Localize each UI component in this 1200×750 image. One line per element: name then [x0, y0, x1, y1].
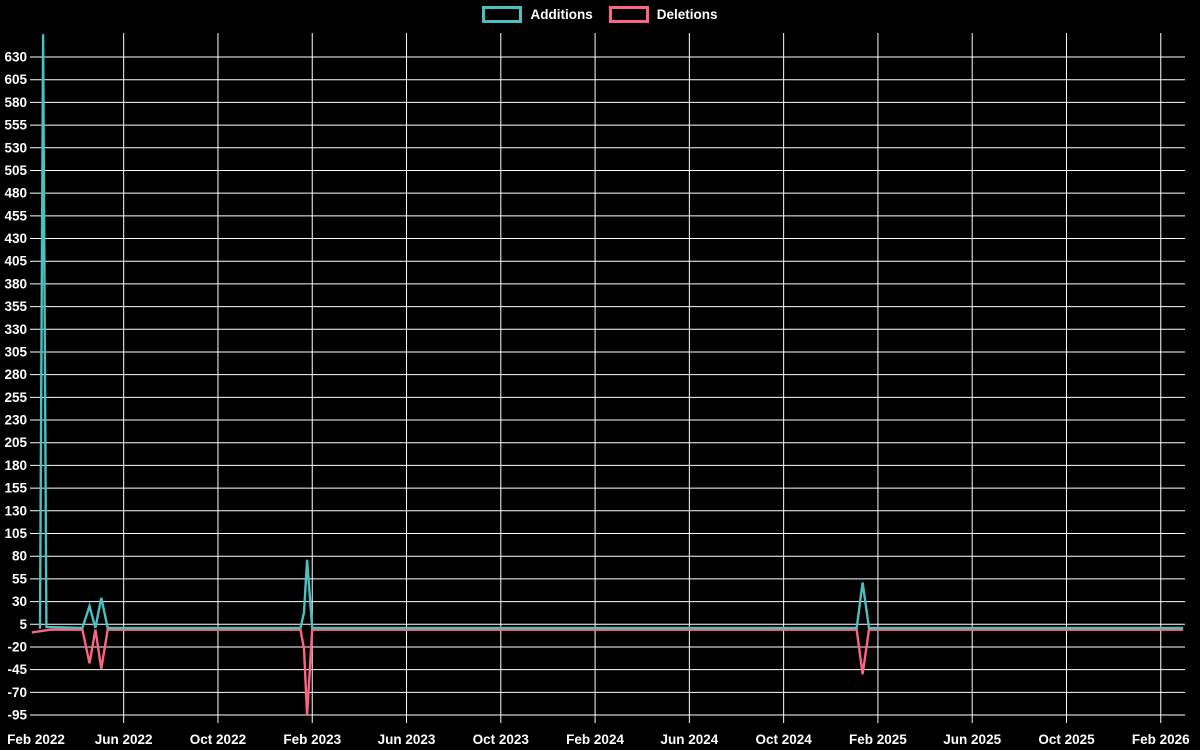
additions-line	[38, 34, 1184, 630]
y-axis-tick-label: 55	[12, 571, 28, 586]
x-axis-tick-label: Jun 2024	[660, 732, 718, 747]
y-axis-tick-label: -45	[7, 662, 27, 677]
y-axis-tick-label: 255	[4, 390, 27, 405]
x-axis-tick-label: Oct 2024	[755, 732, 812, 747]
y-axis-tick-label: -20	[7, 639, 27, 654]
additions-legend-swatch	[482, 6, 523, 23]
y-axis-tick-label: 180	[4, 458, 27, 473]
x-axis-tick-label: Oct 2022	[190, 732, 246, 747]
y-axis-tick-label: 80	[12, 549, 27, 564]
x-axis-tick-label: Feb 2023	[283, 732, 341, 747]
x-axis-tick-label: Feb 2024	[566, 732, 624, 747]
y-axis-tick-label: 480	[4, 186, 27, 201]
y-axis-tick-label: 405	[4, 254, 27, 269]
y-axis-tick-label: 430	[4, 231, 27, 246]
x-axis-tick-label: Feb 2025	[849, 732, 907, 747]
y-axis-tick-label: 305	[4, 344, 27, 359]
y-axis-tick-label: 130	[4, 503, 27, 518]
y-axis-tick-label: -70	[7, 685, 27, 700]
y-axis-tick-label: 630	[4, 50, 27, 65]
x-axis-tick-label: Jun 2025	[943, 732, 1001, 747]
legend-item-additions[interactable]: Additions	[482, 6, 593, 23]
y-axis-tick-label: 205	[4, 435, 27, 450]
deletions-legend-label: Deletions	[656, 7, 718, 22]
y-axis-tick-label: 330	[4, 322, 27, 337]
y-axis-tick-label: 30	[12, 594, 27, 609]
x-axis-tick-label: Feb 2022	[7, 732, 65, 747]
x-axis-tick-label: Feb 2026	[1132, 732, 1190, 747]
deletions-line	[31, 628, 1184, 716]
x-axis-tick-label: Oct 2025	[1038, 732, 1095, 747]
y-axis-tick-label: 280	[4, 367, 27, 382]
x-axis-tick-label: Jun 2022	[95, 732, 153, 747]
y-axis-tick-label: 580	[4, 95, 27, 110]
y-axis-tick-label: 530	[4, 140, 27, 155]
y-axis-tick-label: 555	[4, 118, 27, 133]
y-axis-tick-label: 380	[4, 276, 27, 291]
x-axis-tick-label: Jun 2023	[378, 732, 436, 747]
y-axis-tick-label: 355	[4, 299, 27, 314]
y-axis-tick-label: 5	[19, 617, 27, 632]
y-axis-tick-label: 230	[4, 413, 27, 428]
legend-item-deletions[interactable]: Deletions	[608, 6, 718, 23]
chart-legend: Additions Deletions	[0, 6, 1200, 23]
y-axis-tick-label: 455	[4, 208, 27, 223]
additions-legend-label: Additions	[530, 7, 593, 22]
y-axis-tick-label: 105	[4, 526, 27, 541]
x-axis-tick-label: Oct 2023	[473, 732, 530, 747]
y-axis-tick-label: 505	[4, 163, 27, 178]
y-axis-tick-label: 605	[4, 72, 27, 87]
y-axis-tick-label: -95	[7, 708, 27, 723]
deletions-legend-swatch	[608, 6, 649, 23]
y-axis-tick-label: 155	[4, 481, 27, 496]
